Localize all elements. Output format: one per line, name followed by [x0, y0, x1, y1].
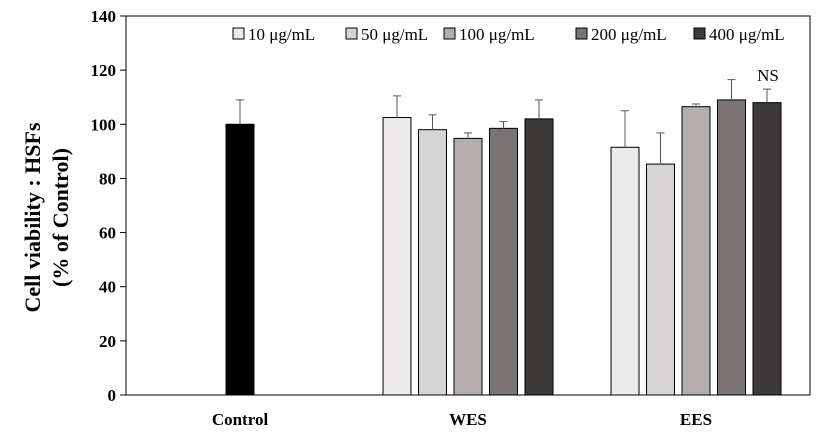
- y-tick-label: 80: [99, 169, 116, 188]
- bar-ees-series-3: [681, 106, 711, 396]
- bar-wes-series-1: [382, 117, 412, 396]
- legend-swatch: [232, 27, 245, 40]
- y-tick-label: 140: [91, 7, 117, 26]
- y-axis-ticks: 0 20 40 60 80 100 120 140: [91, 7, 126, 405]
- bar-ees-series-4: [717, 99, 746, 396]
- y-tick-label: 100: [91, 115, 117, 134]
- legend-swatch: [693, 27, 706, 40]
- x-category-label: Control: [212, 410, 269, 429]
- error-bars: [236, 79, 771, 165]
- bar-wes-series-3: [453, 137, 483, 396]
- legend-label: 50 μg/mL: [361, 25, 428, 44]
- plot-frame: [125, 15, 811, 396]
- y-tick-label: 0: [108, 386, 117, 405]
- y-axis-title-line-1: Cell viability : HSFs: [20, 122, 45, 313]
- bar-wes-series-4: [489, 127, 518, 396]
- legend-swatch: [575, 27, 588, 40]
- legend-label: 100 μg/mL: [459, 25, 535, 44]
- bar-ees-series-1: [610, 146, 640, 396]
- y-tick-label: 120: [91, 61, 117, 80]
- annotations: NS: [757, 66, 779, 85]
- y-tick-label: 20: [99, 332, 116, 351]
- bar-control: [225, 123, 255, 396]
- bar-ees-series-5: [752, 102, 782, 396]
- bar-ees-series-2: [646, 163, 675, 396]
- y-tick-label: 60: [99, 224, 116, 243]
- significance-annotation: NS: [757, 66, 779, 85]
- bars: [225, 99, 782, 396]
- legend: 10 μg/mL 50 μg/mL 100 μg/mL 200 μg/mL 400 μg…: [232, 25, 785, 44]
- bar-wes-series-2: [418, 129, 447, 396]
- legend-label: 10 μg/mL: [248, 25, 315, 44]
- legend-swatch: [443, 27, 456, 40]
- x-category-label: EES: [680, 410, 712, 429]
- y-tick-label: 40: [99, 278, 116, 297]
- legend-swatch: [345, 27, 358, 40]
- bar-wes-series-5: [524, 118, 554, 396]
- axes: [125, 15, 811, 396]
- x-category-label: WES: [449, 410, 487, 429]
- legend-label: 200 μg/mL: [591, 25, 667, 44]
- legend-label: 400 μg/mL: [709, 25, 785, 44]
- y-axis-title-line-2: (% of Control): [48, 148, 73, 287]
- category-labels: Control WES EES: [212, 410, 712, 429]
